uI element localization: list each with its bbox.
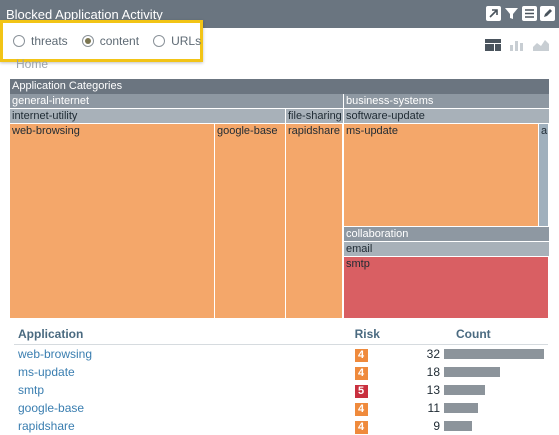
application-treemap: Application Categories general-internet … xyxy=(10,79,549,319)
breadcrumb[interactable]: Home xyxy=(16,57,48,71)
radio-urls-label: URLs xyxy=(171,34,201,48)
edit-icon[interactable] xyxy=(540,6,555,21)
radio-urls-circle[interactable] xyxy=(153,35,165,47)
titlebar-actions xyxy=(486,6,555,21)
count-bar xyxy=(444,349,544,359)
column-count[interactable]: Count xyxy=(406,324,548,345)
group-email[interactable]: email xyxy=(344,242,549,256)
table-row: ms-update 4 18 xyxy=(14,363,548,381)
table-row: smtp 5 13 xyxy=(14,381,548,399)
column-risk[interactable]: Risk xyxy=(351,324,406,345)
group-internet-utility[interactable]: internet-utility xyxy=(10,109,285,123)
app-link[interactable]: google-base xyxy=(18,401,84,415)
count-value: 13 xyxy=(410,383,440,397)
treemap-view-icon[interactable] xyxy=(485,38,501,50)
radio-threats-label: threats xyxy=(31,34,68,48)
group-software-update[interactable]: software-update xyxy=(344,109,549,123)
count-bar xyxy=(444,385,485,395)
group-business-systems[interactable]: business-systems xyxy=(344,94,549,108)
table-row: web-browsing 4 32 xyxy=(14,345,548,364)
count-bar xyxy=(444,403,478,413)
app-link[interactable]: rapidshare xyxy=(18,419,75,433)
leaf-smtp[interactable]: smtp xyxy=(344,257,549,319)
count-value: 18 xyxy=(410,365,440,379)
risk-badge: 4 xyxy=(355,367,368,380)
radio-threats-circle[interactable] xyxy=(13,35,25,47)
leaf-truncated[interactable]: a. xyxy=(539,124,549,227)
leaf-ms-update[interactable]: ms-update xyxy=(344,124,539,227)
count-value: 9 xyxy=(410,419,440,433)
report-type-filter: threats content URLs xyxy=(0,20,203,62)
group-file-sharing[interactable]: file-sharing xyxy=(286,109,343,123)
filter-icon[interactable] xyxy=(504,6,519,21)
app-link[interactable]: smtp xyxy=(18,383,44,397)
leaf-rapidshare[interactable]: rapidshare xyxy=(286,124,343,319)
leaf-web-browsing[interactable]: web-browsing xyxy=(10,124,215,319)
open-external-icon[interactable] xyxy=(486,6,501,21)
column-application[interactable]: Application xyxy=(14,324,351,345)
table-header-row: Application Risk Count xyxy=(14,324,548,345)
risk-badge: 5 xyxy=(355,385,368,398)
radio-urls[interactable]: URLs xyxy=(153,34,201,48)
view-toggle xyxy=(485,38,549,50)
radio-content-label: content xyxy=(100,34,139,48)
app-link[interactable]: web-browsing xyxy=(18,347,92,361)
radio-content[interactable]: content xyxy=(82,34,139,48)
radio-threats[interactable]: threats xyxy=(13,34,68,48)
risk-badge: 4 xyxy=(355,349,368,362)
table-body: web-browsing 4 32 ms-update 4 18 smtp 5 … xyxy=(14,345,548,435)
risk-badge: 4 xyxy=(355,421,368,434)
list-icon[interactable] xyxy=(522,6,537,21)
leaf-google-base[interactable]: google-base xyxy=(215,124,286,319)
application-table: Application Risk Count web-browsing 4 32… xyxy=(14,324,548,435)
count-value: 11 xyxy=(410,401,440,415)
group-collaboration[interactable]: collaboration xyxy=(344,227,549,241)
app-link[interactable]: ms-update xyxy=(18,365,75,379)
radio-content-circle[interactable] xyxy=(82,35,94,47)
group-general-internet[interactable]: general-internet xyxy=(10,94,343,108)
treemap-root-header: Application Categories xyxy=(10,79,549,94)
area-chart-view-icon[interactable] xyxy=(533,38,549,50)
table-row: google-base 4 11 xyxy=(14,399,548,417)
table-row: rapidshare 4 9 xyxy=(14,417,548,435)
count-value: 32 xyxy=(410,347,440,361)
risk-badge: 4 xyxy=(355,403,368,416)
count-bar xyxy=(444,421,472,431)
count-bar xyxy=(444,367,500,377)
bar-chart-view-icon[interactable] xyxy=(509,38,525,50)
